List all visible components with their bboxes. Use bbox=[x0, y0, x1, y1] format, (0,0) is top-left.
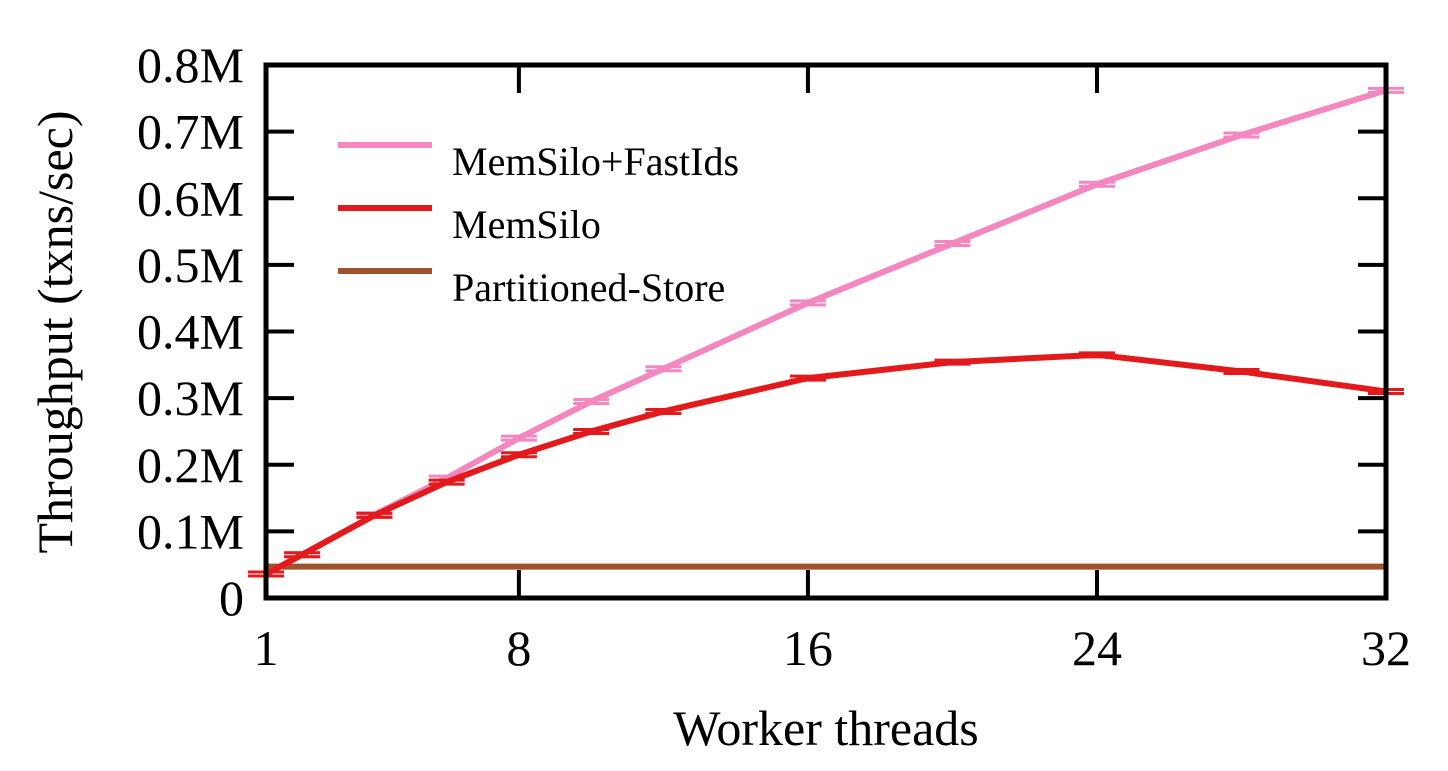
data-point bbox=[806, 377, 809, 380]
plot-marks bbox=[248, 86, 1404, 578]
legend-label: Partitioned-Store bbox=[452, 265, 725, 310]
x-tick-label: 1 bbox=[254, 620, 279, 676]
data-point bbox=[662, 367, 665, 370]
data-point bbox=[590, 430, 593, 433]
y-tick-label: 0.5M bbox=[137, 237, 244, 293]
data-point bbox=[517, 453, 520, 456]
data-point bbox=[1240, 133, 1243, 136]
data-point bbox=[301, 553, 304, 556]
y-tick-label: 0.1M bbox=[137, 503, 244, 559]
legend: MemSilo+FastIds MemSilo Partitioned-Store bbox=[338, 139, 739, 310]
y-tick-label: 0.8M bbox=[137, 37, 244, 93]
y-tick-label: 0.6M bbox=[137, 170, 244, 226]
series-line bbox=[264, 87, 1387, 577]
data-point bbox=[445, 481, 448, 484]
data-point bbox=[590, 400, 593, 403]
data-point bbox=[373, 514, 376, 517]
legend-label: MemSilo+FastIds bbox=[452, 139, 739, 184]
y-tick-label: 0.4M bbox=[137, 304, 244, 360]
data-point bbox=[951, 242, 954, 245]
y-tick-label: 0.7M bbox=[137, 104, 244, 160]
y-tick-label: 0.2M bbox=[137, 437, 244, 493]
data-point bbox=[662, 410, 665, 413]
data-point bbox=[1095, 183, 1098, 186]
x-tick-label: 32 bbox=[1361, 620, 1411, 676]
x-tick-label: 16 bbox=[783, 620, 833, 676]
axes: 0 0.1M 0.2M 0.3M 0.4M 0.5M 0.6M 0.7M 0.8M 1 8 16 24 3… bbox=[137, 37, 1411, 676]
data-point bbox=[806, 301, 809, 304]
data-point bbox=[517, 437, 520, 440]
data-point bbox=[951, 361, 954, 364]
y-axis-label: Throughput (txns/sec) bbox=[27, 111, 83, 554]
x-tick-label: 8 bbox=[506, 620, 531, 676]
data-point bbox=[1240, 370, 1243, 373]
series-line bbox=[264, 351, 1387, 577]
y-tick-label: 0 bbox=[219, 570, 244, 626]
y-tick-label: 0.3M bbox=[137, 370, 244, 426]
data-point bbox=[1095, 353, 1098, 356]
x-tick-label: 24 bbox=[1072, 620, 1122, 676]
x-axis-label: Worker threads bbox=[673, 700, 979, 756]
legend-label: MemSilo bbox=[452, 202, 601, 247]
